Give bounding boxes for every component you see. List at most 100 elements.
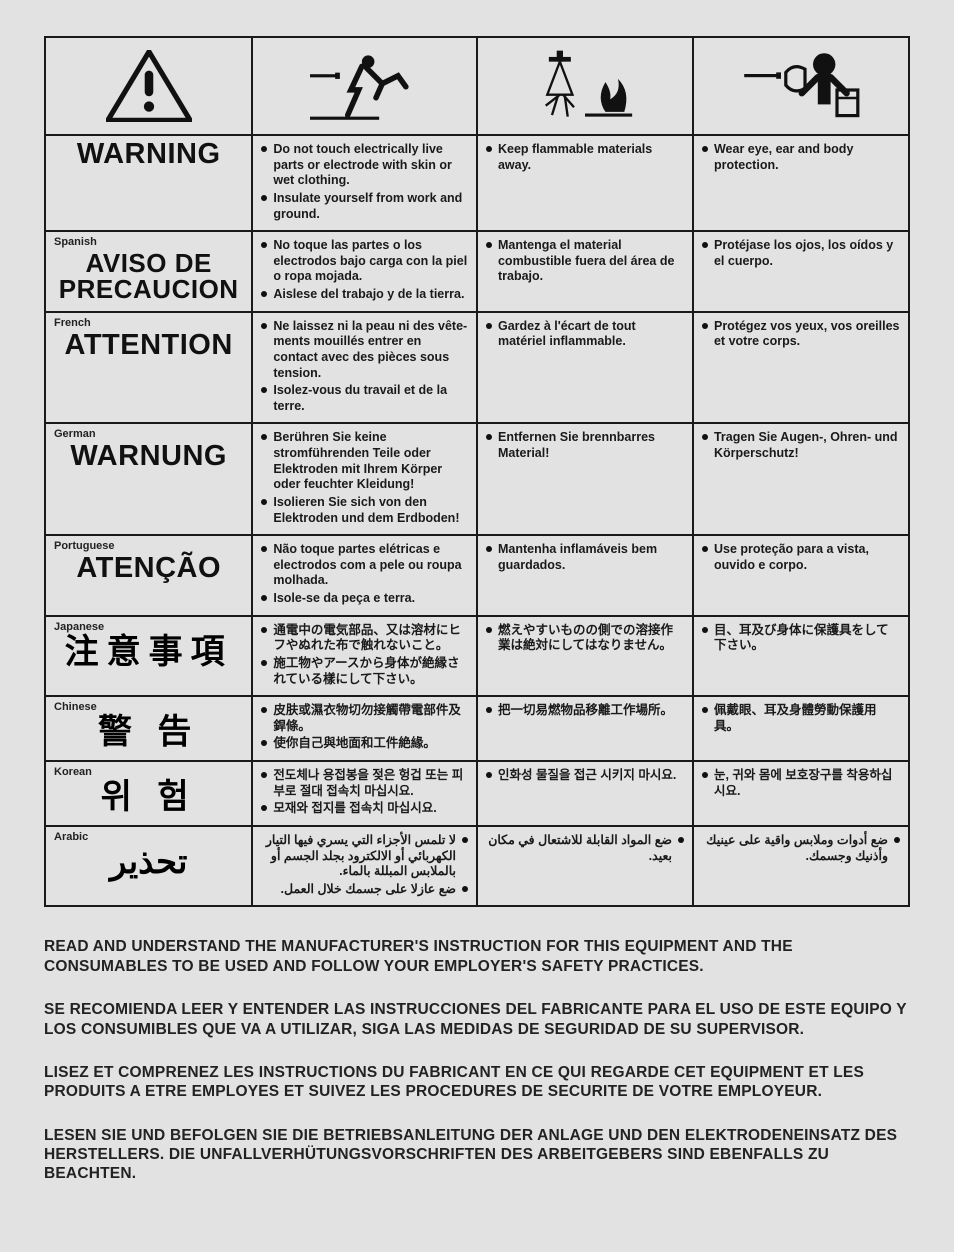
- warning-cell: Tragen Sie Augen-, Ohren- und Kör­persch…: [693, 423, 909, 535]
- language-tag: French: [54, 317, 243, 329]
- warning-bullet: Keep flammable materials away.: [486, 142, 684, 173]
- warning-cell: Entfernen Sie brennbarres Material!: [477, 423, 693, 535]
- warning-label-cell: WARNING: [45, 135, 252, 231]
- warning-bullet: Gardez à l'écart de tout matériel inflam…: [486, 319, 684, 350]
- warning-cell: 通電中の電気部品、又は溶材にヒフやぬれた布で触れないこと。施工物やアースから身体…: [252, 616, 477, 697]
- warning-cell: 눈, 귀와 몸에 보호장구를 착용하십시요.: [693, 761, 909, 826]
- warning-bullet: 눈, 귀와 몸에 보호장구를 착용하십시요.: [702, 768, 900, 799]
- warning-cell: ضع المواد القابلة للاشتعال في مكان بعيد.: [477, 826, 693, 907]
- warning-bullet: Não toque partes elétricas e elec­trodos…: [261, 542, 468, 589]
- warning-label-cell: Chinese 警 告: [45, 696, 252, 761]
- warning-cell: No toque las partes o los electrodos baj…: [252, 231, 477, 312]
- warning-word: 注意事項: [54, 635, 243, 669]
- warning-cell: Gardez à l'écart de tout matériel inflam…: [477, 312, 693, 424]
- table-row: Portuguese ATENÇÃO Não toque partes elétri…: [45, 535, 909, 616]
- warning-label-cell: French ATTENTION: [45, 312, 252, 424]
- language-tag: German: [54, 428, 243, 440]
- warning-cell: 把一切易燃物品移離工作場所。: [477, 696, 693, 761]
- warning-cell: Ne laissez ni la peau ni des vête­ments …: [252, 312, 477, 424]
- warning-cell: Mantenha inflamáveis bem guarda­dos.: [477, 535, 693, 616]
- warning-bullet: لا تلمس الأجزاء التي يسري فيها التيار ال…: [261, 833, 468, 880]
- language-tag: Arabic: [54, 831, 243, 843]
- warning-bullet: Ne laissez ni la peau ni des vête­ments …: [261, 319, 468, 382]
- warning-bullet: Protéjase los ojos, los oídos y el cuerp…: [702, 238, 900, 269]
- warning-bullet: 目、耳及び身体に保護具をして下さい。: [702, 623, 900, 654]
- safety-warning-page: WARNING Do not touch electrically live pa…: [0, 0, 954, 1252]
- warning-bullet: No toque las partes o los electrodos baj…: [261, 238, 468, 285]
- warning-word: ATTENTION: [54, 331, 243, 360]
- table-row: WARNING Do not touch electrically live pa…: [45, 135, 909, 231]
- warning-cell: Wear eye, ear and body protection.: [693, 135, 909, 231]
- warning-bullet: Aislese del trabajo y de la tierra.: [261, 287, 468, 303]
- warning-bullet: Isolez-vous du travail et de la terre.: [261, 383, 468, 414]
- warning-bullet: Berühren Sie keine stromführenden Teile …: [261, 430, 468, 493]
- warning-word: WARNUNG: [54, 442, 243, 471]
- table-row: French ATTENTION Ne laissez ni la peau ni …: [45, 312, 909, 424]
- warning-bullet: 전도체나 용접봉을 젖은 헝겁 또는 피부로 절대 접속치 마십시요.: [261, 768, 468, 799]
- warning-cell: ضع أدوات وملابس واقية على عينيك وأذنيك و…: [693, 826, 909, 907]
- warning-bullet: Mantenga el material combustible fuera d…: [486, 238, 684, 285]
- warning-label-cell: German WARNUNG: [45, 423, 252, 535]
- warning-table: WARNING Do not touch electrically live pa…: [44, 36, 910, 907]
- warning-word: 위 험: [54, 780, 243, 814]
- warning-bullet: Mantenha inflamáveis bem guarda­dos.: [486, 542, 684, 573]
- warning-bullet: ضع أدوات وملابس واقية على عينيك وأذنيك و…: [702, 833, 900, 864]
- table-row: German WARNUNG Berühren Sie keine stromfüh…: [45, 423, 909, 535]
- language-tag: Japanese: [54, 621, 243, 633]
- warning-bullet: 모재와 접지를 접속치 마십시요.: [261, 801, 468, 817]
- warning-bullet: 燃えやすいものの側での溶接作業は絶対にしてはなりません。: [486, 623, 684, 654]
- warning-cell: Protégez vos yeux, vos oreilles et votre…: [693, 312, 909, 424]
- language-tag: Korean: [54, 766, 243, 778]
- warning-bullet: Isolieren Sie sich von den Elektroden un…: [261, 495, 468, 526]
- icon-row: [45, 37, 909, 135]
- footer-paragraph: READ AND UNDERSTAND THE MANUFACTURER'S I…: [44, 937, 910, 976]
- warning-bullet: Tragen Sie Augen-, Ohren- und Kör­persch…: [702, 430, 900, 461]
- warning-bullet: Isole-se da peça e terra.: [261, 591, 468, 607]
- language-tag: Spanish: [54, 236, 243, 248]
- warning-bullet: 인화성 물질을 접근 시키지 마시요.: [486, 768, 684, 784]
- language-tag: Portuguese: [54, 540, 243, 552]
- warning-cell: 皮肤或濕衣物切勿接觸帶電部件及銲條。使你自己與地面和工件絶緣。: [252, 696, 477, 761]
- warning-label-cell: Portuguese ATENÇÃO: [45, 535, 252, 616]
- warning-cell: Protéjase los ojos, los oídos y el cuerp…: [693, 231, 909, 312]
- footer-paragraph: LISEZ ET COMPRENEZ LES INSTRUCTIONS DU F…: [44, 1063, 910, 1102]
- table-row: Japanese 注意事項通電中の電気部品、又は溶材にヒフやぬれた布で触れないこと…: [45, 616, 909, 697]
- warning-cell: Berühren Sie keine stromführenden Teile …: [252, 423, 477, 535]
- table-row: Korean 위 험 전도체나 용접봉을 젖은 헝겁 또는 피부로 절대 접속치 마…: [45, 761, 909, 826]
- footer-paragraph: LESEN SIE UND BEFOLGEN SIE DIE BETRIEBSA…: [44, 1126, 910, 1184]
- warning-label-cell: Spanish AVISO DEPRECAUCION: [45, 231, 252, 312]
- warning-word: ATENÇÃO: [54, 554, 243, 583]
- warning-bullet: 佩戴眼、耳及身體勞動保護用具。: [702, 703, 900, 734]
- icon-alert: [45, 37, 252, 135]
- warning-cell: Use proteção para a vista, ouvido e corp…: [693, 535, 909, 616]
- warning-word: WARNING: [54, 140, 243, 169]
- language-tag: Chinese: [54, 701, 243, 713]
- warning-bullet: Wear eye, ear and body protection.: [702, 142, 900, 173]
- warning-cell: 目、耳及び身体に保護具をして下さい。: [693, 616, 909, 697]
- table-row: Arabic تحذير لا تلمس الأجزاء التي يسري فيه…: [45, 826, 909, 907]
- warning-bullet: Do not touch electrically live parts or …: [261, 142, 468, 189]
- icon-ppe: [693, 37, 909, 135]
- warning-cell: 전도체나 용접봉을 젖은 헝겁 또는 피부로 절대 접속치 마십시요. 모재와 접…: [252, 761, 477, 826]
- warning-bullet: 通電中の電気部品、又は溶材にヒフやぬれた布で触れないこと。: [261, 623, 468, 654]
- warning-word: AVISO DEPRECAUCION: [54, 250, 243, 302]
- icon-shock: [252, 37, 477, 135]
- warning-label-cell: Korean 위 험: [45, 761, 252, 826]
- warning-bullet: 皮肤或濕衣物切勿接觸帶電部件及銲條。: [261, 703, 468, 734]
- icon-fire: [477, 37, 693, 135]
- table-row: Chinese 警 告皮肤或濕衣物切勿接觸帶電部件及銲條。使你自己與地面和工件絶緣…: [45, 696, 909, 761]
- warning-bullet: 使你自己與地面和工件絶緣。: [261, 736, 468, 752]
- warning-label-cell: Japanese 注意事項: [45, 616, 252, 697]
- warning-cell: Mantenga el material combustible fuera d…: [477, 231, 693, 312]
- warning-label-cell: Arabic تحذير: [45, 826, 252, 907]
- warning-bullet: ضع المواد القابلة للاشتعال في مكان بعيد.: [486, 833, 684, 864]
- warning-bullet: 把一切易燃物品移離工作場所。: [486, 703, 684, 719]
- warning-cell: 燃えやすいものの側での溶接作業は絶対にしてはなりません。: [477, 616, 693, 697]
- warning-word: تحذير: [54, 845, 243, 879]
- warning-bullet: Entfernen Sie brennbarres Material!: [486, 430, 684, 461]
- warning-bullet: ضع عازلا على جسمك خلال العمل.: [261, 882, 468, 898]
- warning-word: 警 告: [54, 715, 243, 749]
- warning-bullet: Protégez vos yeux, vos oreilles et votre…: [702, 319, 900, 350]
- warning-cell: Do not touch electrically live parts or …: [252, 135, 477, 231]
- footer-instructions: READ AND UNDERSTAND THE MANUFACTURER'S I…: [44, 937, 910, 1183]
